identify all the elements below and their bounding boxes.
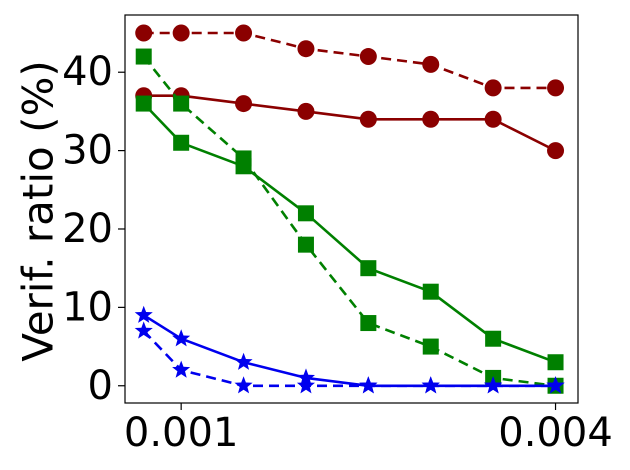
data-point — [134, 305, 153, 323]
data-point — [297, 102, 315, 120]
x-tick-label: 0.004 — [498, 410, 613, 456]
data-point — [422, 110, 440, 128]
series-line — [143, 31, 556, 90]
data-point — [422, 338, 439, 355]
data-point — [235, 158, 252, 175]
y-tick-label: 40 — [62, 49, 113, 95]
data-point — [135, 24, 153, 42]
data-point — [235, 95, 253, 113]
series-4 — [135, 95, 564, 371]
data-point — [422, 55, 440, 73]
series-line — [142, 102, 556, 364]
data-point — [134, 321, 153, 339]
data-point — [172, 329, 191, 347]
data-point — [485, 330, 502, 347]
data-point — [359, 376, 378, 394]
y-tick-label: 0 — [88, 363, 113, 409]
plot-frame — [124, 14, 579, 404]
data-point — [135, 95, 152, 112]
data-point — [297, 205, 314, 222]
y-tick-label: 10 — [62, 284, 113, 330]
data-point — [235, 24, 253, 42]
series-line — [142, 330, 556, 388]
data-point — [172, 360, 191, 378]
data-point — [484, 79, 502, 97]
plot-area — [134, 24, 565, 394]
data-point — [173, 95, 190, 112]
series-1 — [135, 24, 565, 97]
data-point — [359, 110, 377, 128]
x-axis: 0.001 0.004 — [124, 403, 613, 456]
data-point — [547, 79, 565, 97]
data-point — [234, 376, 253, 394]
series-6 — [134, 321, 565, 394]
data-point — [484, 110, 502, 128]
data-point — [421, 376, 440, 394]
data-point — [135, 48, 152, 65]
data-point — [547, 354, 564, 371]
series-3 — [135, 48, 564, 394]
y-axis: 0 10 20 30 40 — [62, 49, 125, 409]
data-point — [484, 376, 503, 394]
data-point — [422, 283, 439, 300]
series-line — [143, 94, 557, 152]
data-point — [546, 376, 565, 394]
data-point — [234, 352, 253, 370]
data-point — [297, 40, 315, 58]
data-point — [173, 134, 190, 151]
data-point — [359, 48, 377, 66]
data-point — [297, 236, 314, 253]
data-point — [360, 315, 377, 332]
data-point — [296, 376, 315, 394]
y-tick-label: 20 — [62, 206, 113, 252]
data-point — [547, 142, 565, 160]
series-2 — [135, 87, 565, 160]
x-tick-label: 0.001 — [124, 410, 239, 456]
y-axis-label: Verif. ratio (%) — [14, 60, 63, 362]
data-point — [172, 24, 190, 42]
data-point — [360, 260, 377, 277]
y-tick-label: 30 — [62, 128, 113, 174]
